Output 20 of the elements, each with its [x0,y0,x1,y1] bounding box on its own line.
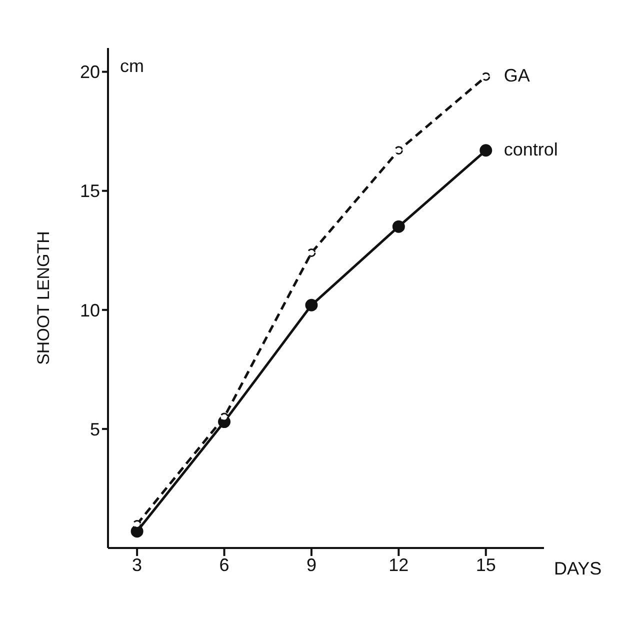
x-tick-label: 9 [306,554,316,575]
series-label: GA [504,66,530,86]
point [394,146,403,155]
y-tick-label: 5 [90,419,100,440]
y-tick-label: 15 [80,181,100,202]
x-tick-label: 12 [388,554,409,575]
point [392,220,405,233]
x-tick-label: 6 [219,554,230,575]
point [480,144,492,157]
point [482,72,490,81]
x-tick-label: 3 [132,554,142,575]
y-tick-label: 10 [80,300,100,320]
annotation: cm [120,56,144,77]
x-axis-title: DAYS [554,558,602,578]
point [307,248,316,258]
y-axis-title: SHOOT LENGTH [34,231,54,365]
point [305,298,318,312]
y-tick-label: 20 [80,62,100,82]
x-tick-label: 15 [476,554,496,575]
series-label: control [504,139,558,160]
